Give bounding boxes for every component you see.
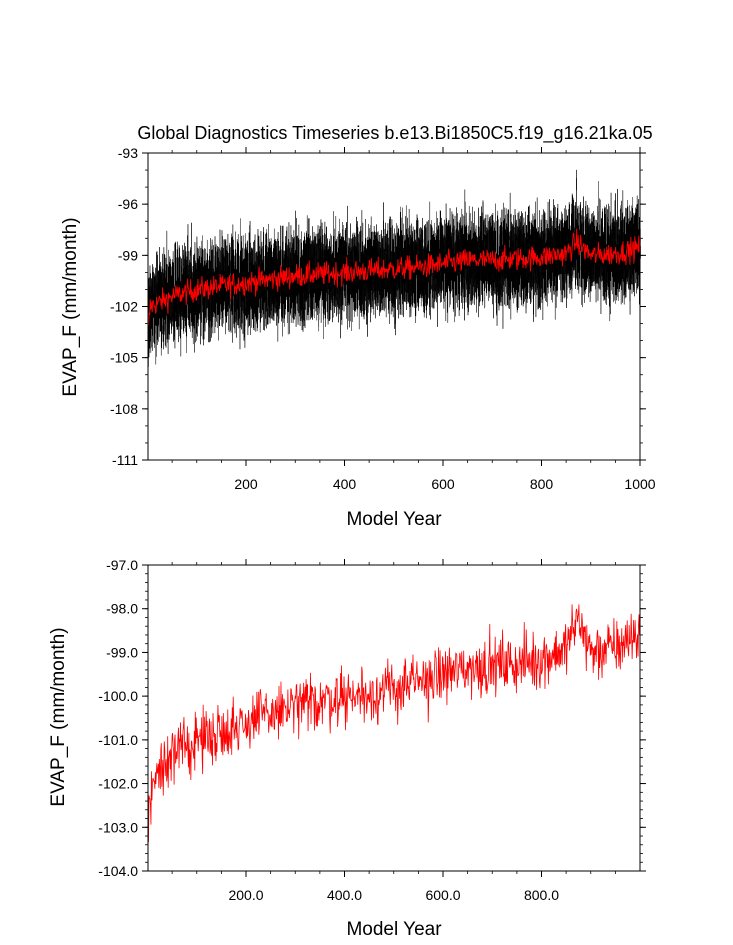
y-tick-label: -99.0 (106, 644, 138, 660)
x-tick-label: 600.0 (425, 887, 460, 903)
bottom-annual-mean-line (147, 604, 641, 843)
x-tick-label: 400 (333, 476, 357, 492)
y-tick-label: -104.0 (98, 863, 138, 879)
y-tick-label: -100.0 (98, 688, 138, 704)
monthly-series-line (147, 169, 641, 367)
x-tick-label: 800 (530, 476, 554, 492)
y-tick-label: -102.0 (98, 776, 138, 792)
y-tick-label: -105 (110, 350, 138, 366)
top-y-axis-title: EVAP_F (mm/month) (60, 217, 81, 396)
annual-mean-line (147, 228, 641, 327)
bottom-axes: -97.0 -98.0 -99.0 -100.0 -101.0 -102.0 -103.0 -… (98, 557, 646, 903)
y-tick-label: -102 (110, 299, 138, 315)
bottom-y-axis-title: EVAP_F (mm/month) (48, 627, 69, 806)
x-tick-label: 400.0 (327, 887, 362, 903)
y-tick-label: -96 (118, 196, 138, 212)
top-axes: -93 -96 -99 -102 -105 -108 -111 200 400 600 800 100… (110, 145, 656, 492)
y-tick-label: -97.0 (106, 557, 138, 573)
y-tick-label: -98.0 (106, 601, 138, 617)
y-tick-label: -103.0 (98, 819, 138, 835)
x-tick-label: 800.0 (524, 887, 559, 903)
bottom-panel: -97.0 -98.0 -99.0 -100.0 -101.0 -102.0 -103.0 -… (48, 557, 646, 940)
x-tick-label: 1000 (624, 476, 655, 492)
bottom-annual-mean-series-red (147, 604, 641, 843)
annual-mean-series-red (147, 228, 641, 327)
x-tick-label: 200 (234, 476, 258, 492)
top-x-axis-title: Model Year (346, 509, 442, 530)
bottom-x-axis-title: Model Year (346, 919, 442, 940)
y-tick-label: -101.0 (98, 732, 138, 748)
y-tick-label: -111 (112, 452, 138, 468)
y-tick-label: -99 (118, 247, 138, 263)
top-panel: Global Diagnostics Timeseries b.e13.Bi18… (60, 123, 656, 530)
chart-title: Global Diagnostics Timeseries b.e13.Bi18… (137, 123, 652, 144)
y-tick-label: -93 (118, 145, 138, 161)
x-tick-label: 200.0 (228, 887, 263, 903)
monthly-series-black (147, 169, 641, 367)
x-tick-label: 600 (431, 476, 455, 492)
y-tick-label: -108 (110, 401, 138, 417)
